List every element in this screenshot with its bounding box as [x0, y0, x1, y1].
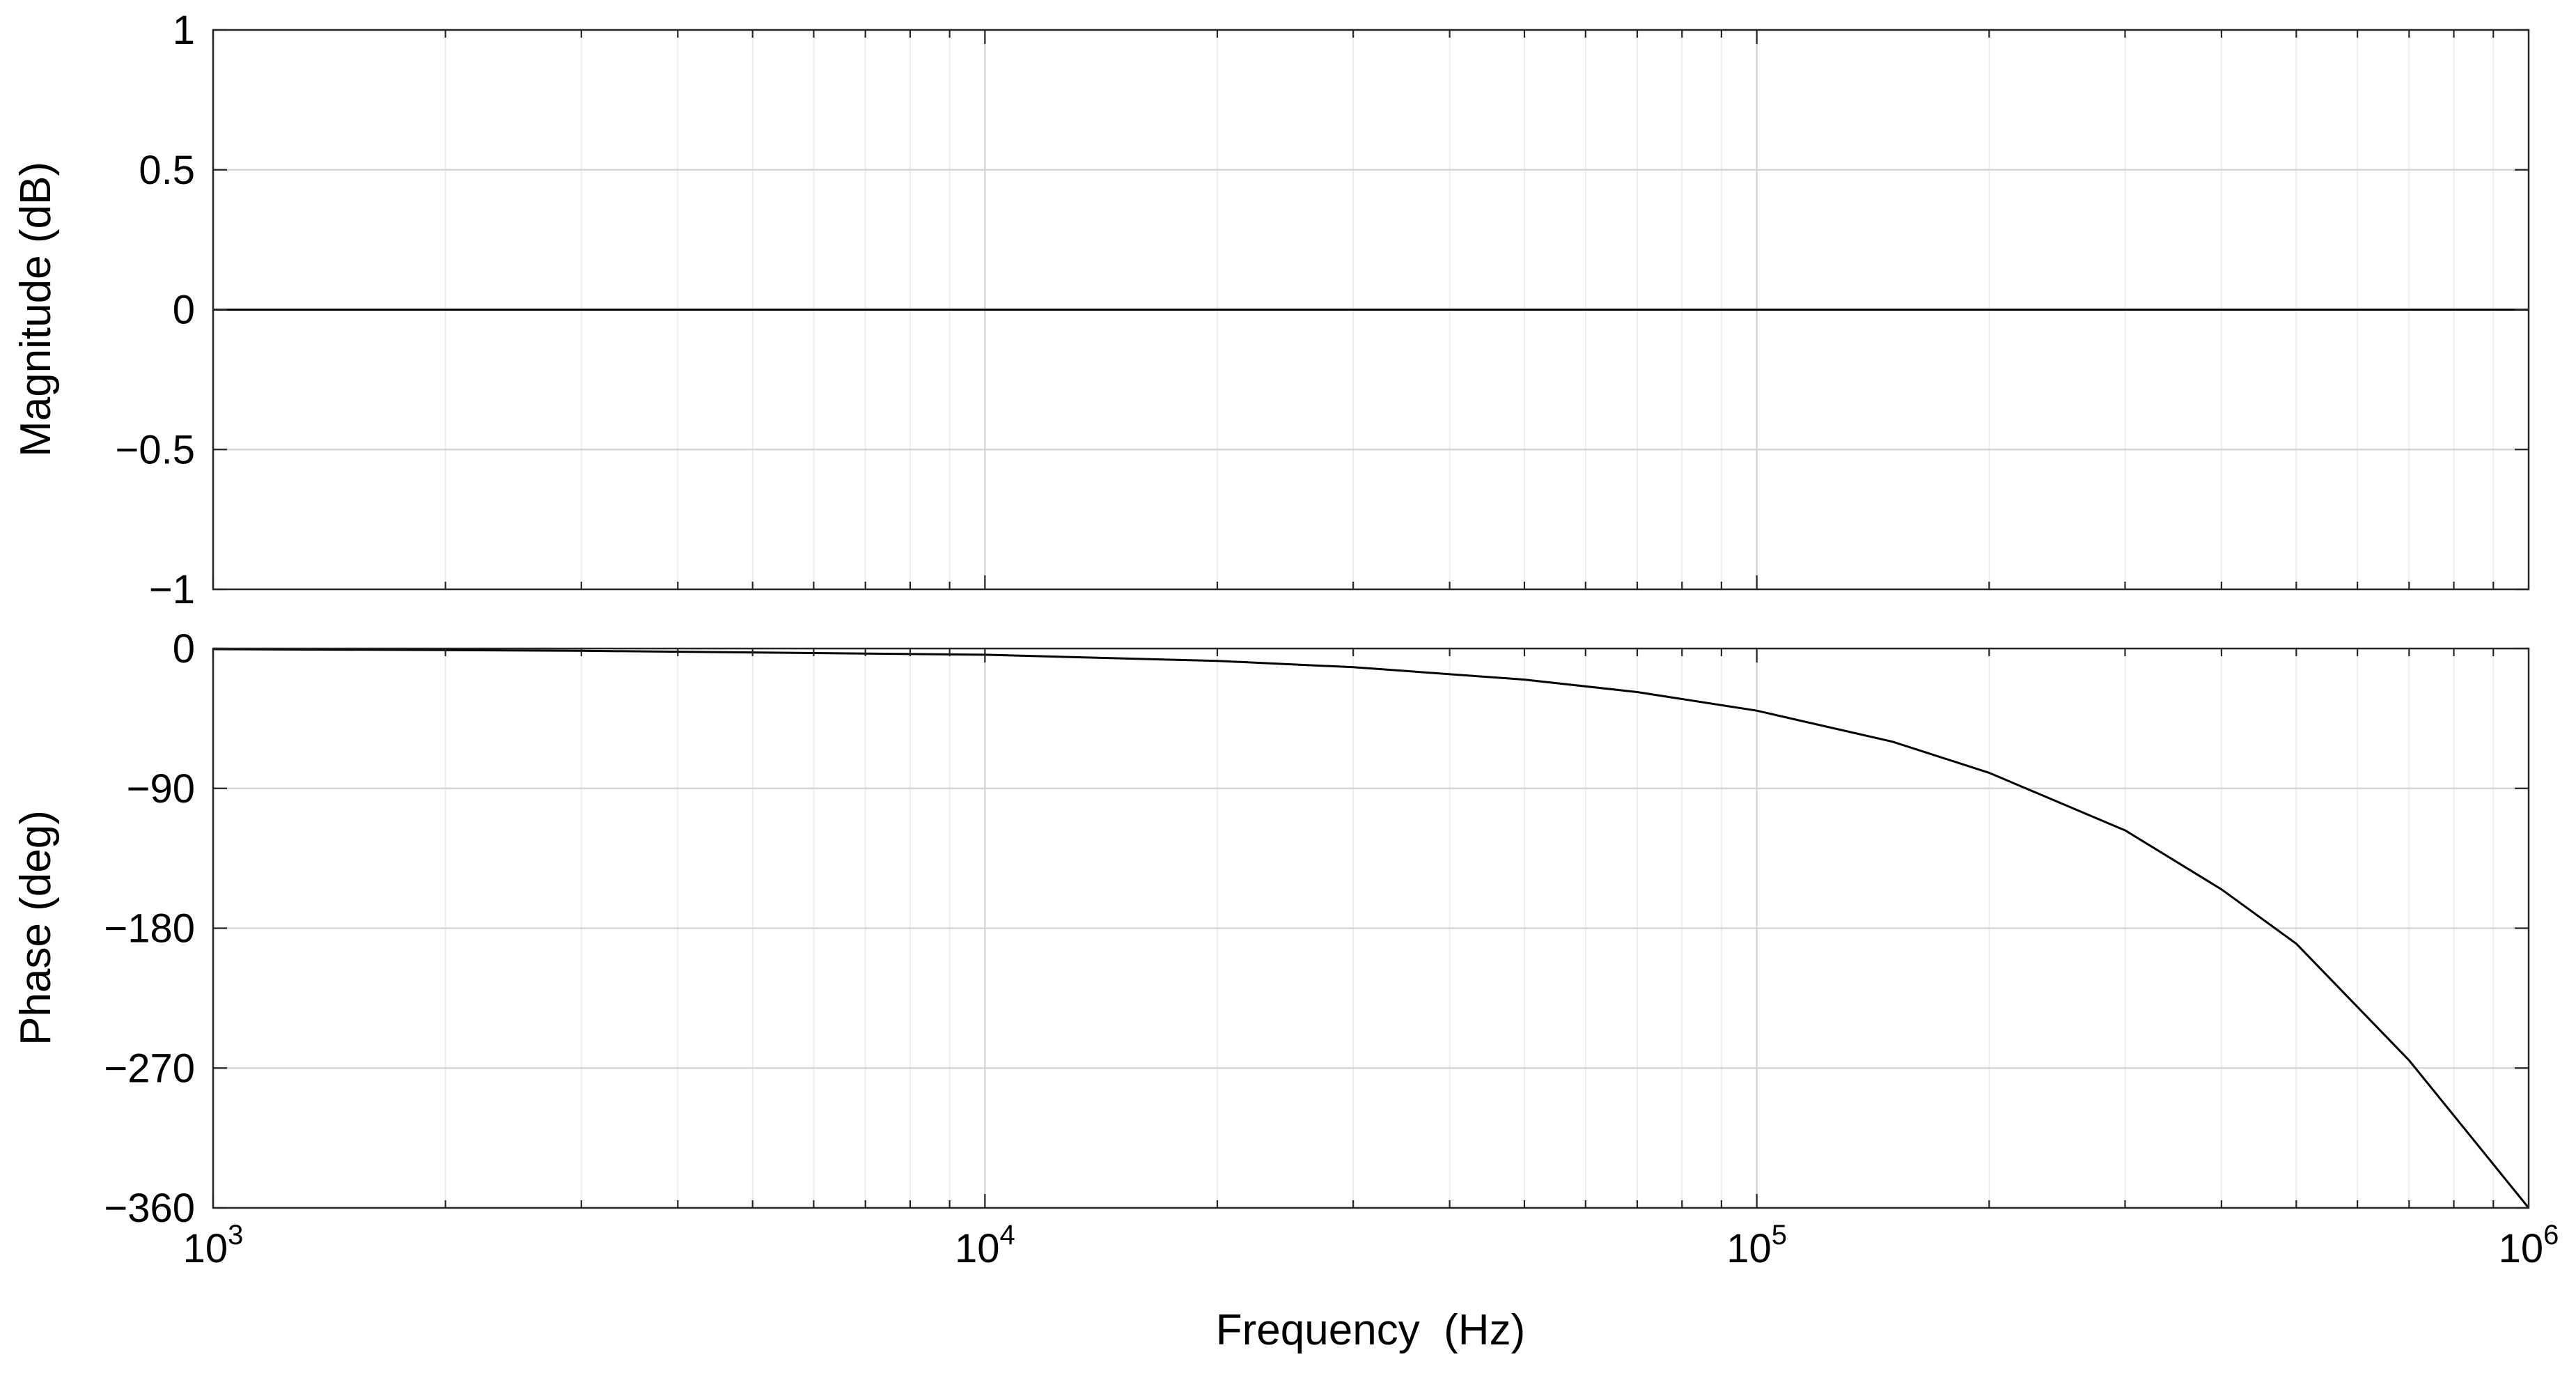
phase-series — [212, 648, 2530, 1209]
phase-y-tick-label: 0 — [173, 626, 195, 672]
frequency-tick-label: 106 — [2499, 1220, 2559, 1271]
magnitude-y-tick-label: −1 — [149, 567, 195, 612]
phase-panel: 0−90−180−270−360 Phase (deg) 103 104 105 10… — [12, 626, 2559, 1354]
magnitude-y-axis-label: Magnitude (dB) — [12, 162, 60, 457]
frequency-tick-base: 10 — [1726, 1226, 1772, 1271]
phase-y-tick-labels: 0 −90 −180 −270 −360 — [104, 626, 195, 1231]
frequency-tick-label: 103 — [183, 1220, 244, 1271]
magnitude-panel: 1 0.5 0 −0.5 −1 Magnitude (dB) — [12, 8, 2530, 612]
magnitude-y-tick-labels: 1 0.5 0 −0.5 −1 — [116, 8, 196, 612]
magnitude-y-tick-label: 1 — [173, 8, 195, 53]
frequency-tick-label: 104 — [955, 1220, 1015, 1271]
phase-series-line — [212, 648, 2530, 1209]
phase-y-tick-label: −270 — [104, 1046, 195, 1091]
phase-major-grid — [213, 649, 2529, 1208]
phase-y-tick-label: −360 — [104, 1186, 195, 1231]
frequency-axis-label: Frequency (Hz) — [1216, 1306, 1525, 1354]
magnitude-y-tick-label: 0.5 — [139, 148, 195, 193]
magnitude-ticks — [212, 29, 2529, 591]
magnitude-y-tick-label: 0 — [173, 288, 195, 333]
frequency-tick-exponent: 3 — [228, 1220, 243, 1250]
phase-y-axis-label: Phase (deg) — [12, 810, 60, 1046]
frequency-tick-labels: 103 104 105 106 — [183, 1220, 2559, 1271]
frequency-tick-base: 10 — [183, 1226, 228, 1271]
magnitude-y-tick-label: −0.5 — [116, 427, 196, 472]
frequency-tick-base: 10 — [955, 1226, 1000, 1271]
phase-ticks — [212, 647, 2529, 1209]
phase-y-tick-label: −90 — [127, 766, 195, 812]
frequency-tick-exponent: 6 — [2543, 1220, 2559, 1250]
frequency-tick-base: 10 — [2499, 1226, 2544, 1271]
phase-y-tick-label: −180 — [104, 906, 195, 952]
frequency-tick-exponent: 4 — [999, 1220, 1015, 1250]
frequency-tick-label: 105 — [1726, 1220, 1787, 1271]
frequency-tick-exponent: 5 — [1772, 1220, 1787, 1250]
